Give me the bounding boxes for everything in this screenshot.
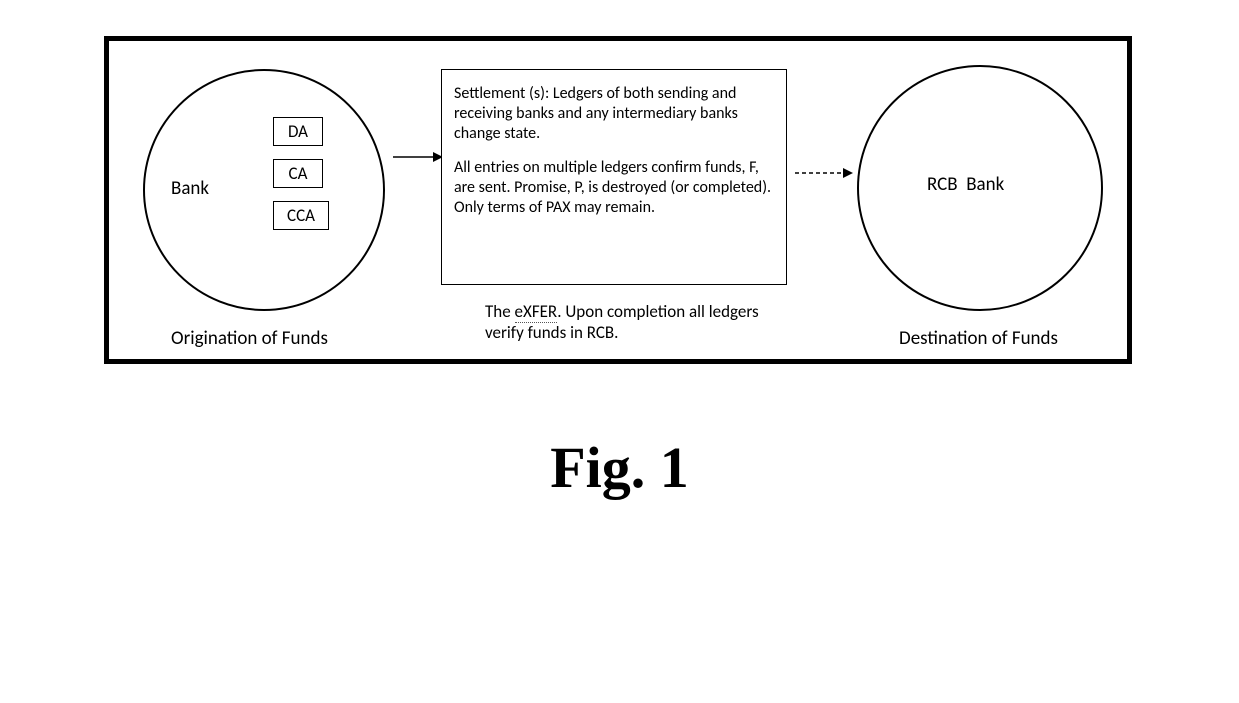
settlement-para-1: Settlement (s): Ledgers of both sending … [454,84,774,144]
destination-bank-label: RCB Bank [927,173,1004,196]
figure-title: Fig. 1 [0,434,1239,501]
arrow-solid [391,149,445,165]
arrow-dashed [793,165,855,181]
diagram-frame: Bank DA CA CCA Origination of Funds Sett… [104,36,1132,364]
origin-bank-circle: Bank DA CA CCA [143,69,385,311]
exfer-caption: The eXFER. Upon completion all ledgers v… [485,301,785,344]
exfer-caption-prefix: The [485,301,515,322]
account-box-cca: CCA [273,201,329,230]
origin-bank-label: Bank [171,177,209,200]
settlement-box: Settlement (s): Ledgers of both sending … [441,69,787,285]
exfer-caption-underlined: eXFER [515,301,558,323]
settlement-para-2: All entries on multiple ledgers confirm … [454,158,774,218]
account-box-ca: CA [273,159,323,188]
destination-caption: Destination of Funds [899,327,1058,350]
origin-caption: Origination of Funds [171,327,328,350]
account-box-da: DA [273,117,323,146]
destination-bank-circle: RCB Bank [857,65,1103,311]
